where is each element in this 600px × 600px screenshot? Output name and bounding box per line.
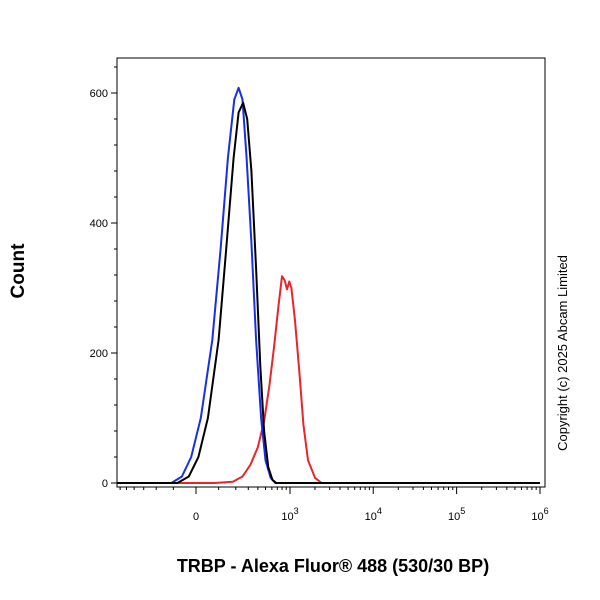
x-axis-ticks: 0 103 104 105 106	[119, 487, 549, 523]
x-tick-label: 105	[448, 506, 465, 523]
copyright-notice: Copyright (c) 2025 Abcam Limited	[555, 255, 570, 451]
x-axis-title: TRBP - Alexa Fluor® 488 (530/30 BP)	[177, 556, 489, 576]
y-tick-label: 200	[90, 348, 108, 360]
y-tick-label: 0	[102, 478, 108, 490]
x-tick-label: 103	[281, 506, 298, 523]
y-tick-label: 600	[90, 88, 108, 100]
x-tick-label: 106	[531, 506, 548, 523]
y-tick-label: 400	[90, 218, 108, 230]
series-line-2	[117, 86, 540, 484]
series-line-1	[117, 275, 540, 484]
y-axis-ticks: 0 200 400 600	[90, 66, 117, 490]
series-line-3	[117, 101, 540, 484]
plot-frame	[116, 57, 546, 488]
series-layer	[117, 86, 540, 484]
y-axis-title: Count	[8, 243, 29, 299]
x-tick-label: 0	[193, 511, 199, 523]
x-tick-label: 104	[365, 506, 382, 523]
